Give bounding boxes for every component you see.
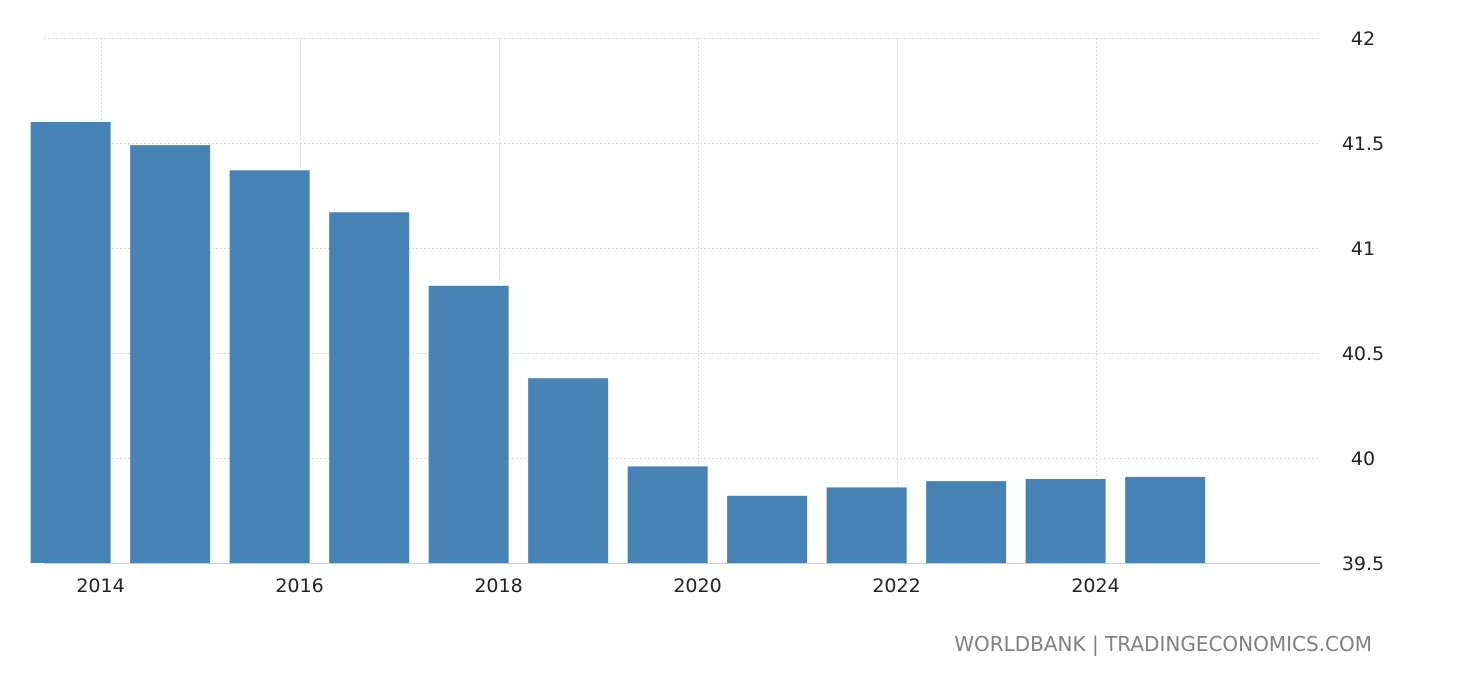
- bar: [727, 495, 808, 563]
- bar: [528, 378, 609, 563]
- bar: [428, 285, 509, 563]
- bar: [30, 122, 111, 563]
- bar: [826, 487, 907, 563]
- x-tick-label: 2024: [1071, 575, 1119, 597]
- axis-layer: 39.5 40 40.5 41 41.5 42 2014 2016 2018 2020 2022 20…: [44, 28, 1384, 597]
- bar: [130, 145, 211, 563]
- x-tick-label: 2020: [673, 575, 721, 597]
- x-tick-label: 2014: [76, 575, 124, 597]
- bar: [229, 170, 310, 564]
- y-tick-label: 41: [1351, 238, 1375, 260]
- y-tick-label: 40: [1351, 448, 1375, 470]
- y-tick-label: 41.5: [1342, 133, 1384, 155]
- bar: [627, 466, 708, 563]
- x-tick-label: 2018: [474, 575, 522, 597]
- x-tick-label: 2016: [275, 575, 323, 597]
- y-tick-label: 42: [1351, 28, 1375, 50]
- bar: [329, 212, 410, 564]
- bar-layer: [30, 122, 1206, 564]
- bar: [926, 481, 1007, 563]
- x-tick-label: 2022: [872, 575, 920, 597]
- bar: [1125, 476, 1206, 563]
- y-tick-label: 40.5: [1342, 343, 1384, 365]
- y-tick-label: 39.5: [1342, 553, 1384, 575]
- source-credit: WORLDBANK | TRADINGECONOMICS.COM: [954, 632, 1372, 656]
- bar: [1025, 479, 1106, 563]
